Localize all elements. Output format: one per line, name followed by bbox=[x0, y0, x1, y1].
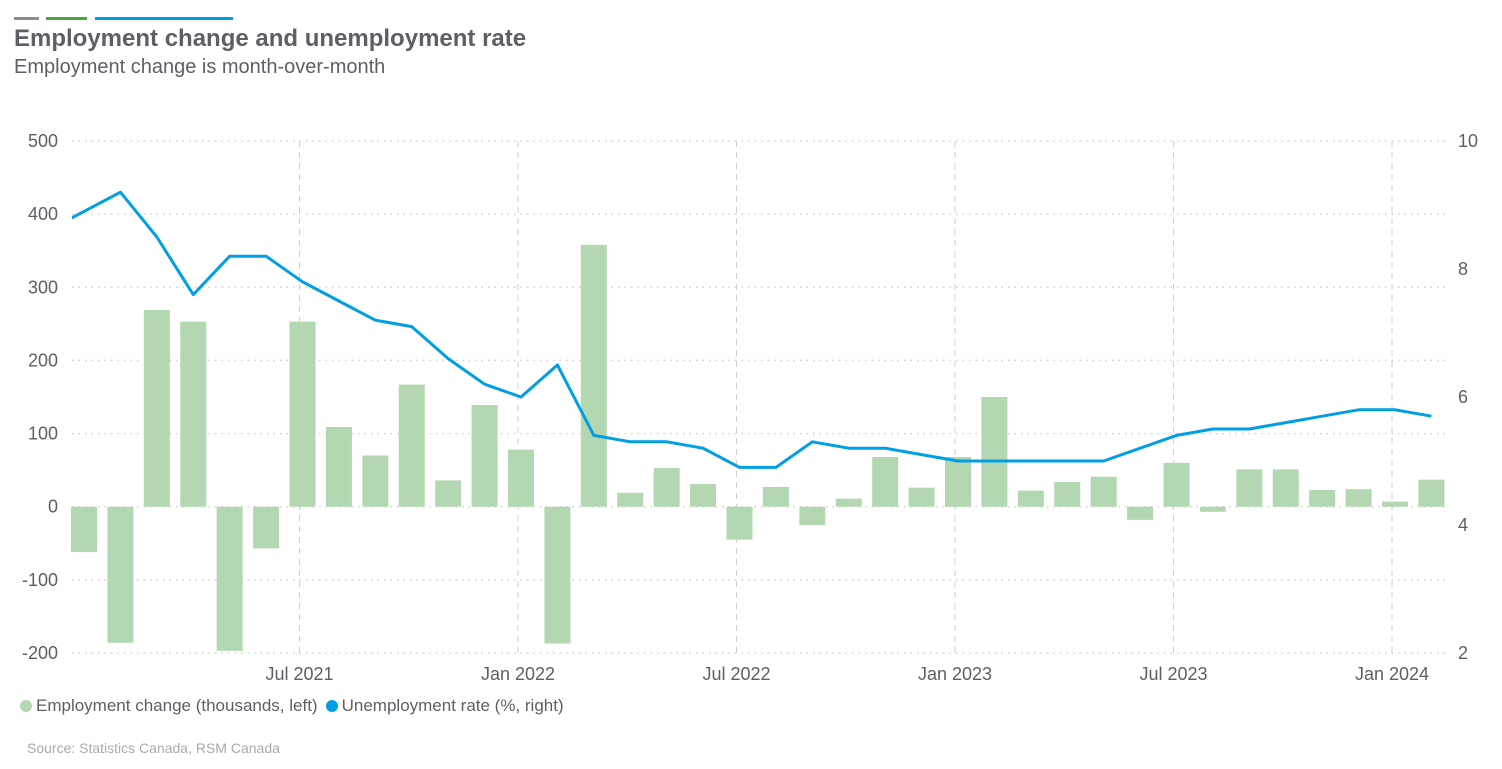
y-left-tick-label: 200 bbox=[28, 350, 58, 370]
bar bbox=[1127, 506, 1154, 520]
legend: Employment change (thousands, left) Unem… bbox=[20, 696, 564, 716]
y-right-tick-label: 8 bbox=[1458, 259, 1468, 279]
bar bbox=[1272, 469, 1299, 507]
legend-dot-icon bbox=[20, 700, 32, 712]
bar bbox=[726, 506, 753, 540]
legend-item-unemployment[interactable]: Unemployment rate (%, right) bbox=[325, 696, 564, 716]
bar bbox=[580, 244, 607, 507]
y-left-tick-label: -200 bbox=[22, 643, 58, 663]
legend-item-employment[interactable]: Employment change (thousands, left) bbox=[20, 696, 318, 716]
bar bbox=[1309, 489, 1336, 507]
y-left-tick-label: 400 bbox=[28, 204, 58, 224]
bar bbox=[762, 486, 789, 507]
accent-bar-green bbox=[46, 17, 87, 20]
bar bbox=[216, 506, 243, 651]
legend-label: Unemployment rate (%, right) bbox=[341, 696, 564, 715]
bar bbox=[1382, 501, 1408, 507]
x-tick-label: Jan 2022 bbox=[481, 664, 555, 684]
legend-dot-icon bbox=[325, 700, 338, 712]
y-right-tick-label: 6 bbox=[1458, 387, 1468, 407]
x-tick-label: Jul 2021 bbox=[265, 664, 333, 684]
bar bbox=[544, 506, 571, 644]
bar bbox=[1199, 506, 1226, 512]
bar bbox=[981, 397, 1008, 507]
bar bbox=[289, 321, 316, 507]
bar bbox=[690, 484, 717, 507]
bar bbox=[1236, 469, 1263, 507]
bar bbox=[945, 456, 971, 507]
chart-title: Employment change and unemployment rate bbox=[14, 25, 527, 52]
bar bbox=[799, 506, 826, 525]
bar bbox=[362, 455, 389, 507]
y-left-tick-label: 300 bbox=[28, 277, 58, 297]
bar bbox=[1017, 490, 1044, 507]
bar bbox=[1090, 476, 1117, 507]
bar bbox=[508, 449, 534, 507]
bar bbox=[71, 506, 97, 553]
bar bbox=[617, 492, 644, 507]
bar bbox=[653, 467, 680, 507]
unemployment-line bbox=[72, 190, 1432, 469]
bar bbox=[107, 506, 134, 643]
bar bbox=[253, 506, 280, 549]
y-left-tick-label: 100 bbox=[28, 424, 58, 444]
y-right-tick-label: 10 bbox=[1458, 131, 1478, 151]
source-note: Source: Statistics Canada, RSM Canada bbox=[27, 740, 280, 756]
bar bbox=[435, 480, 462, 507]
chart-subtitle: Employment change is month-over-month bbox=[14, 56, 386, 78]
legend-label: Employment change (thousands, left) bbox=[36, 696, 318, 715]
y-right-tick-label: 2 bbox=[1458, 643, 1468, 663]
x-tick-label: Jul 2022 bbox=[702, 664, 770, 684]
bar bbox=[143, 309, 170, 507]
bar bbox=[835, 498, 862, 507]
bar bbox=[398, 384, 425, 507]
y-left-tick-label: 0 bbox=[48, 497, 58, 517]
y-right-tick-label: 4 bbox=[1458, 515, 1468, 535]
y-left-tick-label: 500 bbox=[28, 131, 58, 151]
bar bbox=[471, 405, 498, 507]
bar bbox=[180, 321, 207, 507]
y-left-tick-label: -100 bbox=[22, 570, 58, 590]
bar bbox=[325, 426, 352, 507]
x-tick-label: Jan 2024 bbox=[1355, 664, 1429, 684]
bar bbox=[1345, 489, 1372, 507]
accent-bar-gray bbox=[14, 17, 39, 20]
bar bbox=[1054, 481, 1081, 507]
accent-bar-blue bbox=[95, 17, 233, 20]
x-tick-label: Jul 2023 bbox=[1139, 664, 1207, 684]
bar bbox=[1418, 479, 1445, 507]
bar bbox=[1163, 462, 1190, 507]
x-tick-label: Jan 2023 bbox=[918, 664, 992, 684]
bar bbox=[908, 487, 935, 507]
bar bbox=[872, 456, 899, 507]
